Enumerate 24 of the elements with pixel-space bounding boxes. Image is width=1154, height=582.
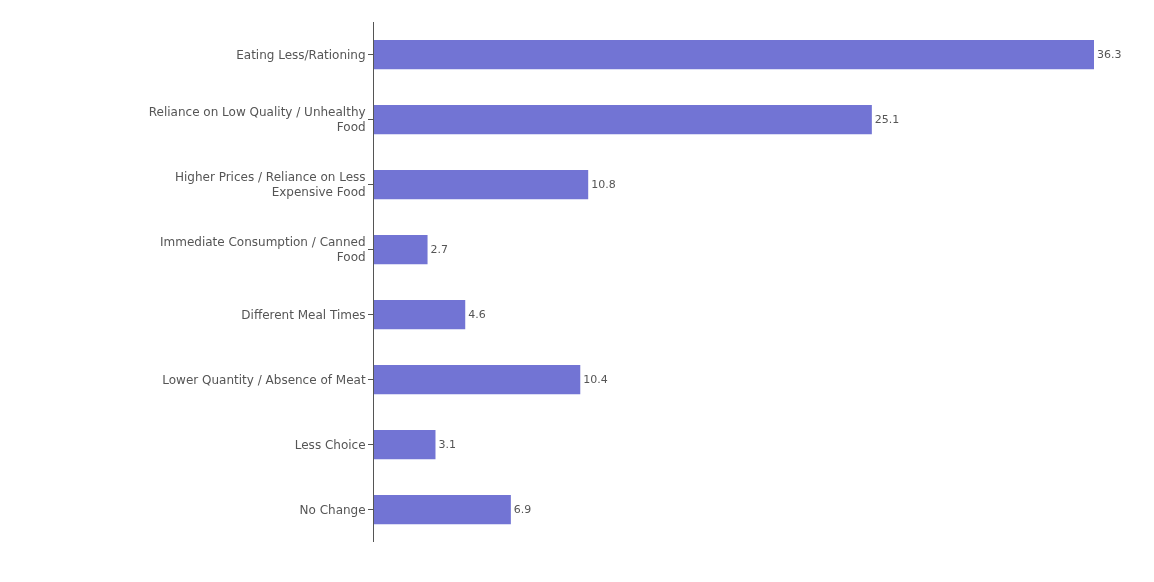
y-tick-label: Less Choice	[294, 437, 366, 452]
data-label: 36.3	[1097, 48, 1122, 62]
bar	[374, 104, 872, 135]
data-label: 6.9	[513, 503, 532, 517]
bar	[374, 169, 589, 200]
y-tick-label: Higher Prices / Reliance on Less Expensive Food	[174, 169, 366, 200]
bar	[374, 429, 436, 460]
data-label: 25.1	[874, 113, 900, 126]
data-label: 2.7	[430, 243, 449, 257]
y-tick-label: Different Meal Times	[241, 307, 366, 322]
data-label: 3.1	[438, 438, 456, 452]
bar	[374, 234, 428, 265]
y-tick-label: No Change	[299, 502, 366, 517]
bar	[374, 39, 1094, 70]
data-label: 4.6	[468, 308, 486, 322]
y-tick-label: Immediate Consumption / Canned Food	[159, 234, 366, 265]
bar	[374, 299, 466, 330]
bar	[374, 364, 581, 395]
data-label: 10.8	[591, 178, 616, 192]
data-label: 10.4	[583, 373, 608, 387]
y-tick-label: Reliance on Low Quality / Unhealthy Food	[148, 104, 366, 135]
y-tick-label: Lower Quantity / Absence of Meat	[162, 372, 366, 387]
y-tick-label: Eating Less/Rationing	[236, 47, 366, 62]
bar	[374, 494, 511, 525]
